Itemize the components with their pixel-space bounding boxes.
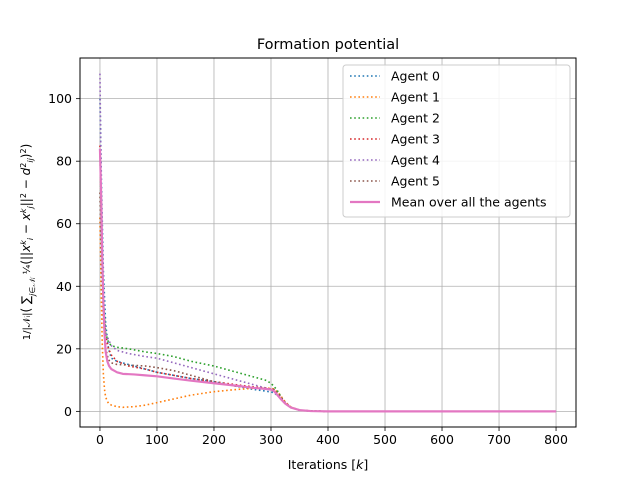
legend-label: Agent 3 [391,132,440,147]
chart-title: Formation potential [257,37,399,53]
series-line-1 [99,217,557,413]
legend-label: Agent 4 [391,153,440,168]
series-lines [98,73,557,413]
x-tick-label: 0 [96,432,104,447]
x-tick-label: 800 [544,432,568,447]
y-tick-label: 0 [64,404,72,419]
x-tick-label: 300 [259,432,283,447]
y-tick-label: 80 [56,154,72,169]
x-tick-label: 100 [145,432,169,447]
legend-label: Agent 1 [391,90,440,105]
x-tick-label: 500 [373,432,397,447]
axis-ticks: 0 100 200 300 400 500 600 700 800 0 20 40 60 80 100 [48,91,568,447]
x-tick-label: 200 [202,432,226,447]
legend-label: Mean over all the agents [391,195,547,210]
x-axis-label: Iterations [k] [288,457,369,472]
x-tick-label: 700 [487,432,511,447]
x-tick-label: 600 [430,432,454,447]
legend-box [342,64,571,218]
y-tick-label: 60 [56,216,72,231]
series-line-5 [99,192,557,413]
legend-label: Agent 0 [391,69,440,84]
y-tick-label: 100 [48,91,72,106]
y-tick-label: 40 [56,279,72,294]
y-tick-label: 20 [56,341,72,356]
legend-label: Agent 5 [391,174,440,189]
legend: Agent 0 Agent 1 Agent 2 Agent 3 Agent 4 Agent… [342,64,571,218]
series-line-6 [98,148,557,413]
x-tick-label: 400 [316,432,340,447]
legend-label: Agent 2 [391,111,440,126]
